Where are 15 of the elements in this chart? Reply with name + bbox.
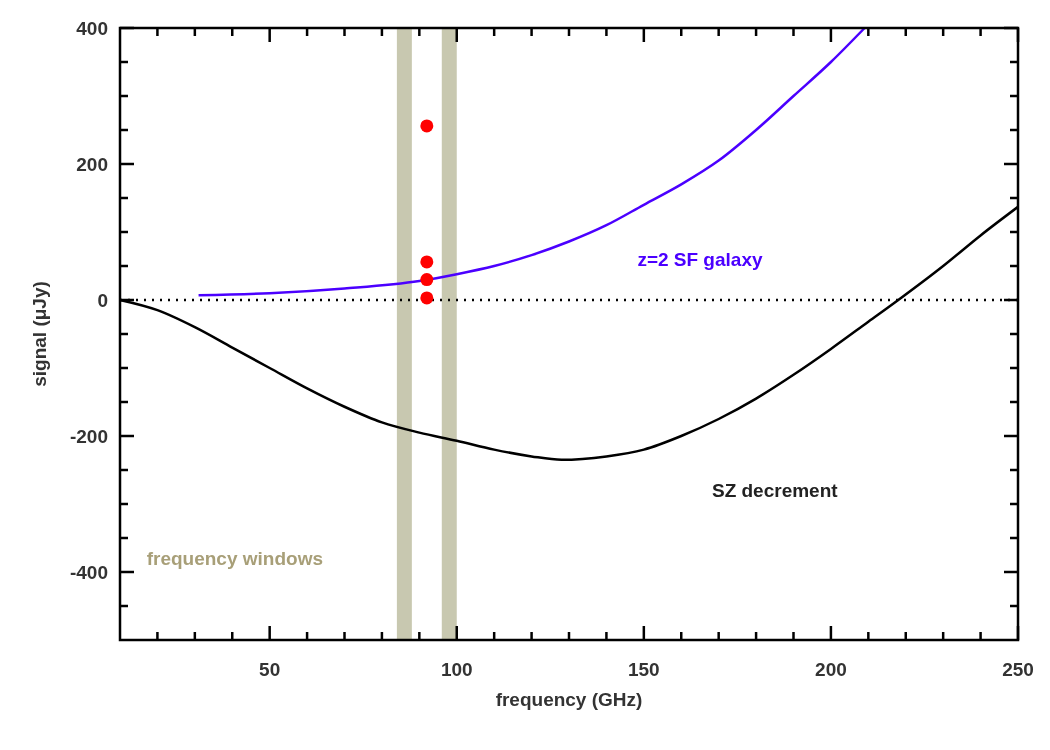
x-tick-label: 50 (259, 659, 281, 680)
series-label: z=2 SF galaxy (637, 249, 763, 270)
annotation: frequency windows (146, 548, 323, 570)
y-tick-label: 0 (97, 290, 108, 311)
x-tick-label: 100 (440, 659, 473, 680)
y-tick-label: 400 (76, 18, 108, 39)
text: SZ decrement (711, 480, 839, 502)
x-tick-label: 250 (1002, 659, 1034, 680)
y-tick-label: -200 (69, 426, 108, 447)
y-tick-label: 200 (76, 154, 108, 175)
x-tick-label: 150 (627, 659, 660, 680)
y-axis-title: signal (μJy) (29, 281, 50, 387)
x-tick-label: 200 (815, 659, 847, 680)
y-tick-label: -400 (69, 562, 108, 583)
x-axis-title: frequency (GHz) (495, 689, 643, 710)
